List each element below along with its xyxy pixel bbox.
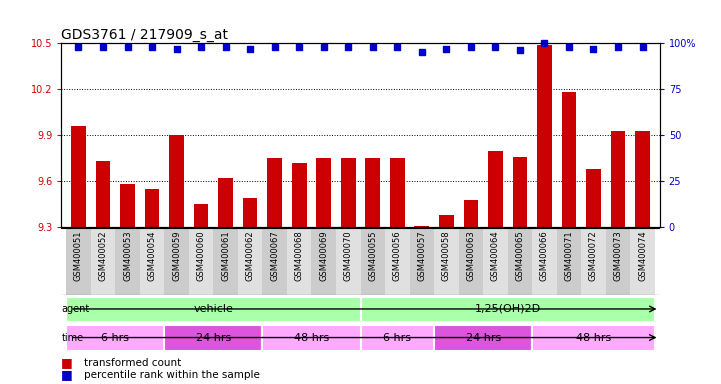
Bar: [262, 325, 360, 351]
Bar: [287, 228, 311, 295]
Bar: [360, 325, 434, 351]
Bar: [115, 228, 140, 295]
Text: GSM400061: GSM400061: [221, 230, 230, 281]
Bar: [66, 297, 360, 322]
Text: vehicle: vehicle: [193, 304, 234, 314]
Bar: [385, 228, 410, 295]
Text: GSM400051: GSM400051: [74, 230, 83, 281]
Bar: [434, 325, 532, 351]
Bar: [311, 228, 336, 295]
Bar: [213, 228, 238, 295]
Bar: [91, 228, 115, 295]
Text: 48 hrs: 48 hrs: [294, 333, 329, 343]
Bar: [336, 228, 360, 295]
Bar: [630, 228, 655, 295]
Text: GSM400071: GSM400071: [565, 230, 573, 281]
Bar: [532, 228, 557, 295]
Text: GSM400070: GSM400070: [344, 230, 353, 281]
Bar: [562, 92, 576, 227]
Bar: [66, 228, 91, 295]
Bar: [145, 189, 159, 227]
Text: GDS3761 / 217909_s_at: GDS3761 / 217909_s_at: [61, 28, 229, 42]
Bar: [194, 204, 208, 227]
Text: GSM400062: GSM400062: [246, 230, 255, 281]
Text: 48 hrs: 48 hrs: [576, 333, 611, 343]
Bar: [120, 184, 135, 227]
Text: GSM400053: GSM400053: [123, 230, 132, 281]
Text: GSM400054: GSM400054: [148, 230, 156, 281]
Bar: [341, 158, 355, 227]
Text: 1,25(OH)2D: 1,25(OH)2D: [474, 304, 541, 314]
Bar: [513, 157, 527, 227]
Bar: [164, 325, 262, 351]
Bar: [483, 228, 508, 295]
Text: percentile rank within the sample: percentile rank within the sample: [84, 370, 260, 380]
Bar: [317, 158, 331, 227]
Text: GSM400060: GSM400060: [197, 230, 205, 281]
Bar: [390, 158, 404, 227]
Bar: [464, 200, 478, 227]
Text: ■: ■: [61, 356, 73, 369]
Bar: [611, 131, 625, 227]
Text: time: time: [62, 333, 84, 343]
Bar: [508, 228, 532, 295]
Bar: [586, 169, 601, 227]
Bar: [267, 158, 282, 227]
Bar: [439, 215, 454, 227]
Bar: [96, 161, 110, 227]
Bar: [169, 135, 184, 227]
Bar: [360, 297, 655, 322]
Bar: [410, 228, 434, 295]
Bar: [434, 228, 459, 295]
Text: GSM400063: GSM400063: [466, 230, 475, 281]
Text: GSM400065: GSM400065: [516, 230, 524, 281]
Bar: [164, 228, 189, 295]
Bar: [581, 228, 606, 295]
Bar: [360, 228, 385, 295]
Text: GSM400067: GSM400067: [270, 230, 279, 281]
Text: 24 hrs: 24 hrs: [195, 333, 231, 343]
Text: GSM400057: GSM400057: [417, 230, 426, 281]
Bar: [488, 151, 503, 227]
Text: GSM400058: GSM400058: [442, 230, 451, 281]
Bar: [366, 158, 380, 227]
Text: ■: ■: [61, 368, 73, 381]
Text: GSM400073: GSM400073: [614, 230, 622, 281]
Text: GSM400055: GSM400055: [368, 230, 377, 281]
Text: 6 hrs: 6 hrs: [384, 333, 411, 343]
Bar: [557, 228, 581, 295]
Bar: [537, 45, 552, 227]
Bar: [238, 228, 262, 295]
Bar: [243, 198, 257, 227]
Bar: [66, 325, 164, 351]
Text: GSM400064: GSM400064: [491, 230, 500, 281]
Text: GSM400052: GSM400052: [99, 230, 107, 281]
Bar: [415, 226, 429, 227]
Text: agent: agent: [62, 304, 90, 314]
Bar: [606, 228, 630, 295]
Bar: [189, 228, 213, 295]
Text: transformed count: transformed count: [84, 358, 182, 368]
Bar: [292, 163, 306, 227]
Text: 6 hrs: 6 hrs: [101, 333, 129, 343]
Text: GSM400068: GSM400068: [295, 230, 304, 281]
Text: GSM400066: GSM400066: [540, 230, 549, 281]
Text: GSM400072: GSM400072: [589, 230, 598, 281]
Bar: [218, 178, 233, 227]
Bar: [635, 131, 650, 227]
Text: GSM400056: GSM400056: [393, 230, 402, 281]
Text: GSM400069: GSM400069: [319, 230, 328, 281]
Text: 24 hrs: 24 hrs: [466, 333, 501, 343]
Bar: [71, 126, 86, 227]
Bar: [459, 228, 483, 295]
Bar: [262, 228, 287, 295]
Bar: [532, 325, 655, 351]
Text: GSM400074: GSM400074: [638, 230, 647, 281]
Text: GSM400059: GSM400059: [172, 230, 181, 281]
Bar: [140, 228, 164, 295]
